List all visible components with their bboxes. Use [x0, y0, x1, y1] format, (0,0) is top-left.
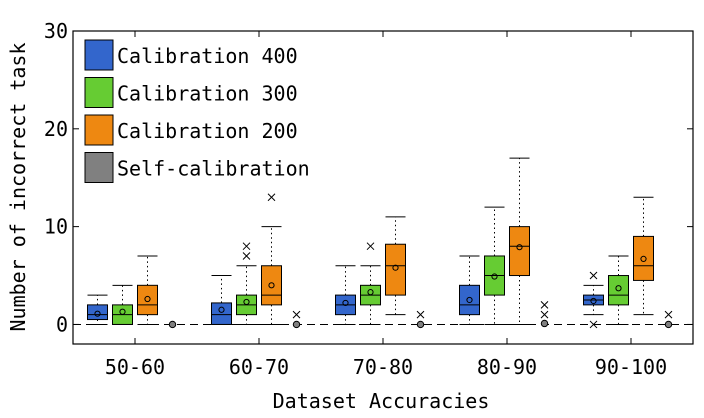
outlier-marker — [589, 320, 598, 329]
mean-marker — [119, 308, 126, 315]
box — [211, 302, 232, 325]
x-tick-label: 90-100 — [595, 355, 667, 379]
legend-swatch — [84, 114, 114, 146]
mean-marker — [243, 298, 250, 306]
legend-swatch — [84, 152, 114, 183]
box — [261, 265, 282, 306]
box — [87, 304, 108, 321]
outlier-marker — [589, 271, 598, 280]
outlier-marker — [242, 242, 251, 251]
mean-marker — [144, 295, 151, 303]
y-tick-label: 30 — [44, 19, 68, 43]
legend-label: Calibration 300 — [117, 82, 298, 106]
box-group — [292, 310, 301, 329]
mean-marker — [168, 320, 177, 329]
box-group — [211, 275, 232, 325]
mean-marker — [268, 282, 275, 289]
mean-marker — [367, 289, 374, 296]
legend-item: Calibration 200 — [84, 114, 298, 146]
box-group — [87, 294, 108, 325]
mean-marker — [640, 255, 647, 263]
box-group — [168, 320, 177, 329]
mean-marker — [664, 320, 673, 329]
legend-item: Calibration 300 — [84, 77, 298, 108]
y-tick-label: 20 — [44, 117, 68, 141]
outlier-marker — [540, 301, 549, 309]
box-group — [385, 216, 406, 316]
outlier-marker — [242, 252, 251, 260]
legend-item: Self-calibration — [84, 152, 310, 183]
mean-marker — [540, 319, 549, 328]
outlier-marker — [366, 242, 375, 251]
mean-marker — [590, 297, 597, 305]
mean-marker — [218, 306, 225, 313]
box — [509, 226, 530, 277]
mean-marker — [94, 310, 101, 317]
mean-marker — [516, 244, 523, 251]
box-group — [484, 206, 505, 325]
box-group — [583, 271, 604, 329]
x-tick-label: 60-70 — [229, 355, 289, 379]
outlier-marker — [267, 193, 276, 202]
outlier-marker — [664, 310, 673, 319]
x-tick-label: 70-80 — [353, 355, 413, 379]
mean-marker — [392, 264, 399, 271]
x-tick-label: 80-90 — [477, 355, 537, 379]
mean-marker — [466, 296, 473, 304]
y-tick-label: 10 — [44, 215, 68, 239]
mean-marker — [342, 299, 349, 307]
box-group — [112, 284, 133, 325]
outlier-marker — [416, 310, 425, 319]
box — [608, 275, 629, 306]
box-group — [416, 310, 425, 329]
x-tick-label: 50-60 — [105, 355, 165, 379]
mean-marker — [615, 285, 622, 292]
legend-swatch — [84, 77, 114, 108]
outlier-marker — [292, 310, 301, 319]
box-group — [664, 310, 673, 329]
outlier-marker — [540, 310, 549, 319]
box-group — [236, 242, 257, 325]
box-group — [137, 255, 158, 325]
box-group — [540, 301, 549, 328]
box-group — [509, 157, 530, 325]
legend-label: Calibration 400 — [117, 44, 298, 68]
legend-label: Calibration 200 — [117, 119, 298, 143]
box-group — [335, 265, 356, 325]
y-axis-ticks: 0 10 20 30 — [44, 19, 693, 336]
y-axis-label: Number of incorrect task — [6, 43, 30, 332]
mean-marker — [416, 320, 425, 329]
legend: Calibration 400 Calibration 300 Calibratio… — [84, 39, 310, 183]
box — [459, 284, 480, 316]
box-group — [261, 193, 282, 325]
mean-marker — [491, 273, 498, 280]
box — [385, 243, 406, 296]
y-tick-label: 0 — [56, 312, 68, 336]
box-group — [360, 242, 381, 325]
box — [137, 284, 158, 316]
legend-item: Calibration 400 — [84, 39, 298, 71]
legend-swatch — [84, 39, 114, 71]
legend-label: Self-calibration — [117, 157, 310, 181]
mean-marker — [292, 320, 301, 329]
box-group — [608, 255, 629, 325]
chart-marks — [73, 157, 693, 329]
box-group — [459, 255, 480, 325]
box — [633, 235, 654, 281]
x-axis-label: Dataset Accuracies — [273, 389, 490, 413]
box-group — [633, 196, 654, 316]
x-axis-ticks: 50-60 60-70 70-80 80-90 90-100 — [105, 31, 667, 379]
